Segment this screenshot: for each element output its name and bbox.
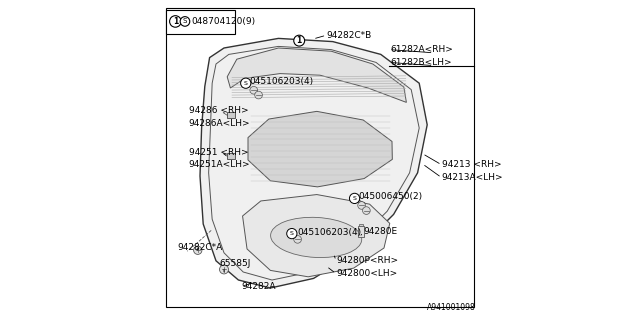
Text: 045106203(4): 045106203(4) [298,228,362,236]
Text: 1: 1 [296,36,302,45]
Circle shape [241,78,251,88]
Text: S: S [244,81,248,86]
Text: 65585J: 65585J [219,260,251,268]
Text: 94282C*B: 94282C*B [326,31,372,40]
Bar [227,153,235,159]
Text: 61282B<LH>: 61282B<LH> [390,58,452,67]
Bar [358,226,364,237]
Circle shape [255,91,262,99]
Text: A941001098: A941001098 [426,303,475,312]
Polygon shape [227,48,406,102]
Circle shape [220,265,228,274]
Text: S: S [183,19,187,24]
Polygon shape [200,38,428,288]
Text: 045106203(4): 045106203(4) [250,77,314,86]
Circle shape [170,16,181,27]
Text: 94280E: 94280E [364,228,397,236]
Circle shape [287,228,297,239]
Text: 94282A: 94282A [242,282,276,291]
Circle shape [193,246,202,254]
Text: 94251 <RH>: 94251 <RH> [189,148,248,156]
Ellipse shape [271,217,362,258]
Bar [166,10,236,34]
Text: 94213A<LH>: 94213A<LH> [442,173,503,182]
Text: 1: 1 [173,17,178,26]
Circle shape [180,17,190,26]
Circle shape [294,35,305,46]
Circle shape [362,207,370,214]
Text: 94280P<RH>: 94280P<RH> [336,256,398,265]
Text: 94213 <RH>: 94213 <RH> [442,160,501,169]
Text: S: S [353,196,356,201]
Polygon shape [243,195,390,277]
Circle shape [358,202,365,209]
Circle shape [349,193,360,204]
Circle shape [294,236,301,243]
Bar [227,112,235,118]
Circle shape [250,86,257,94]
Text: 045006450(2): 045006450(2) [358,192,422,201]
Text: 048704120(9): 048704120(9) [191,17,255,26]
Text: 61282A<RH>: 61282A<RH> [390,45,453,54]
Text: 94251A<LH>: 94251A<LH> [189,160,250,169]
Text: 94286 <RH>: 94286 <RH> [189,106,248,115]
Polygon shape [248,111,392,187]
Text: S: S [290,231,294,236]
Text: 94286A<LH>: 94286A<LH> [189,119,250,128]
Bar [360,224,362,226]
Text: 942800<LH>: 942800<LH> [336,269,397,278]
Text: 94282C*A: 94282C*A [178,244,223,252]
